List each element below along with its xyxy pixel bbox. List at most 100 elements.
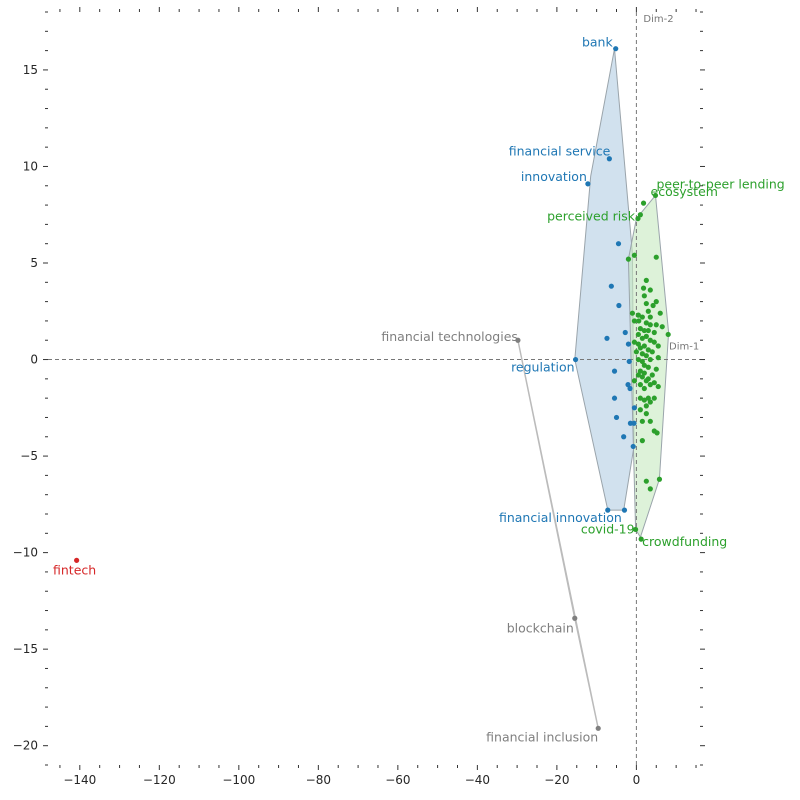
data-point — [641, 343, 647, 349]
data-point-labeled — [595, 725, 601, 731]
data-point — [626, 358, 632, 365]
point-label: financial technologies — [381, 329, 518, 344]
data-point — [639, 314, 645, 320]
y-tick-label: −15 — [13, 642, 38, 656]
data-point — [665, 331, 671, 338]
data-point — [655, 343, 661, 349]
data-point-labeled — [632, 526, 639, 533]
data-point — [637, 382, 643, 388]
point-label: financial service — [509, 144, 611, 159]
y-tick-label: 5 — [30, 256, 38, 270]
x-tick-label: −80 — [306, 773, 331, 787]
data-point — [639, 351, 645, 357]
point-label: perceived risk — [547, 209, 636, 224]
data-point-labeled — [652, 192, 659, 199]
data-point — [643, 403, 649, 409]
data-point — [621, 434, 627, 440]
data-point — [604, 335, 610, 341]
data-point — [631, 252, 638, 258]
data-point — [647, 287, 653, 293]
point-label: ecosystem — [651, 184, 718, 199]
data-point — [647, 486, 653, 492]
data-point — [643, 300, 649, 307]
data-point — [643, 320, 649, 326]
y-tick-label: −20 — [13, 739, 38, 753]
y-tick-label: −5 — [20, 449, 38, 463]
data-point — [643, 333, 649, 339]
data-point — [636, 318, 642, 324]
axes: −140 −120 −100 −80 −60 −40 −20 0 −20 −15 −10 −5 0 5 10… — [13, 7, 705, 787]
data-point — [615, 241, 622, 247]
data-point — [637, 368, 643, 374]
data-point-labeled — [606, 156, 612, 162]
data-point — [647, 314, 653, 320]
point-label: peer-to-peer lending — [656, 176, 784, 191]
data-point — [647, 337, 653, 343]
y-tick-label: 10 — [23, 159, 38, 173]
data-point — [622, 329, 628, 336]
data-point — [641, 293, 647, 299]
data-point — [631, 339, 638, 345]
data-point-labeled — [635, 215, 641, 222]
y-tick-label: 15 — [23, 63, 38, 77]
data-point-labeled — [515, 337, 521, 343]
data-point — [641, 397, 647, 403]
data-point — [649, 349, 655, 355]
data-point — [637, 407, 643, 413]
data-point-labeled — [74, 557, 80, 563]
point-labels: bank financial service innovation regulatio… — [53, 35, 785, 745]
point-label: regulation — [511, 360, 575, 375]
data-point — [640, 285, 647, 291]
data-point — [635, 331, 641, 338]
data-point — [635, 341, 641, 347]
data-point-labeled — [638, 536, 644, 542]
data-point — [611, 368, 618, 374]
data-point — [655, 355, 661, 361]
data-point — [637, 345, 643, 351]
point-label: financial innovation — [499, 510, 622, 525]
data-point — [655, 383, 661, 390]
data-point — [633, 349, 639, 355]
data-point — [657, 310, 663, 316]
data-point-labeled — [640, 200, 647, 206]
data-point — [639, 358, 645, 365]
data-point — [637, 212, 643, 218]
point-label: bank — [582, 35, 614, 50]
data-points — [74, 46, 671, 731]
data-point — [645, 364, 651, 370]
data-point — [650, 302, 656, 309]
data-point — [613, 414, 620, 421]
x-tick-label: −60 — [385, 773, 410, 787]
data-point — [635, 356, 641, 363]
data-point — [637, 395, 643, 401]
data-point — [627, 420, 634, 426]
data-point — [654, 430, 660, 436]
y-tick-label: 0 — [30, 353, 38, 367]
data-point — [653, 254, 659, 260]
data-point — [641, 327, 647, 334]
point-label: financial inclusion — [486, 729, 598, 744]
data-point — [621, 507, 628, 513]
data-point — [631, 378, 638, 384]
data-point — [651, 395, 657, 401]
data-point — [651, 329, 657, 336]
data-point — [611, 395, 618, 401]
data-point — [645, 395, 651, 401]
data-point — [641, 385, 647, 392]
cluster-hull-0 — [574, 48, 635, 511]
data-point — [639, 335, 645, 341]
data-point — [651, 380, 657, 386]
data-point — [631, 405, 638, 411]
point-label: blockchain — [507, 620, 574, 635]
data-point — [653, 299, 659, 305]
data-point — [645, 347, 651, 353]
data-point — [649, 372, 655, 378]
ref-label-dim-2: Dim-2 — [643, 14, 673, 25]
data-point — [643, 411, 649, 417]
point-label: innovation — [521, 169, 587, 184]
data-point — [631, 420, 637, 426]
data-point — [635, 372, 641, 378]
data-point-labeled — [572, 356, 579, 363]
data-point — [647, 399, 653, 405]
